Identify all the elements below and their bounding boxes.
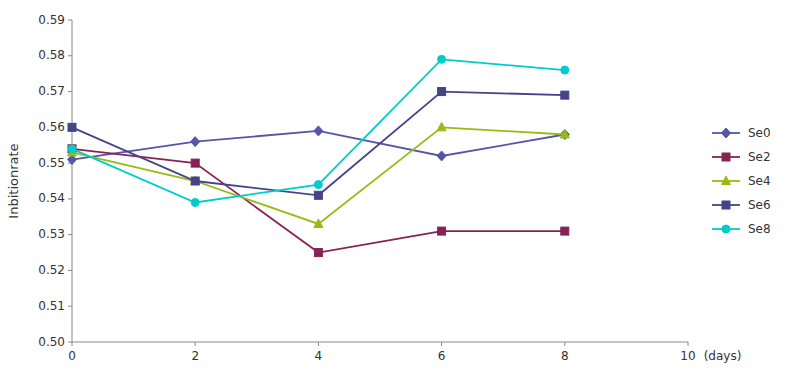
data-point [561,66,569,74]
data-point [314,126,323,136]
legend-marker [722,128,731,138]
series-line [72,92,565,196]
series [68,145,569,257]
data-point [560,129,569,139]
legend-marker [722,153,730,161]
y-tick-label: 0.53 [38,227,65,241]
y-tick-label: 0.51 [38,299,65,313]
chart: 0.50 0.51 0.52 0.53 0.54 0.55 0.56 0.57 0.58 0.59… [0,0,803,388]
x-tick-label: 4 [315,349,323,363]
y-tick-label: 0.57 [38,84,65,98]
y-tick [68,55,72,56]
plot-area [68,55,570,256]
data-point [438,55,446,63]
x-tick [195,342,196,346]
legend-label: Se0 [748,126,771,140]
series [68,122,570,227]
legend-marker [722,201,730,209]
y-tick-label: 0.56 [38,120,65,134]
data-point [561,227,569,235]
series-line [72,59,565,202]
legend-label: Se4 [748,174,771,188]
x-tick-label: 2 [191,349,199,363]
data-point [560,129,569,138]
data-point [561,91,569,99]
x-axis-label: (days) [704,349,742,363]
series-line [72,127,565,224]
data-point [314,181,322,189]
data-point [438,227,446,235]
x-tick-label: 6 [438,349,446,363]
y-axis-line [72,20,73,342]
data-point [191,177,199,185]
y-tick-label: 0.50 [38,335,65,349]
axes: 0.50 0.51 0.52 0.53 0.54 0.55 0.56 0.57 0.58 0.59… [6,13,741,364]
x-tick-label: 8 [561,349,569,363]
y-tick-label: 0.55 [38,156,65,170]
y-tick-label: 0.52 [38,263,65,277]
x-tick [564,342,565,346]
data-point [314,191,322,199]
series-line [72,149,565,253]
legend-label: Se6 [748,198,771,212]
data-point [191,198,199,206]
x-axis-line [72,342,688,343]
data-point [314,249,322,257]
legend-label: Se8 [748,222,771,236]
data-point [438,88,446,96]
y-tick [68,270,72,271]
y-tick [68,306,72,307]
series [68,55,569,206]
data-point [191,137,200,147]
data-point [437,151,446,161]
legend: Se0 Se2 Se4 Se6 Se8 [712,126,771,236]
x-tick [688,342,689,346]
y-axis-label: Inbitionrate [6,143,21,218]
y-tick [68,20,72,21]
legend-marker [722,176,731,185]
x-tick [318,342,319,346]
series [68,88,569,200]
y-tick [68,234,72,235]
legend-label: Se2 [748,150,771,164]
x-tick [441,342,442,346]
data-point [437,122,446,130]
y-tick [68,91,72,92]
x-tick [72,342,73,346]
data-point [68,123,76,131]
y-tick-label: 0.59 [38,13,65,27]
x-tick-label: 10 [680,349,695,363]
data-point [68,145,76,153]
x-tick-label: 0 [68,349,76,363]
legend-marker [722,225,730,233]
y-tick [68,342,72,343]
y-tick [68,198,72,199]
y-tick-label: 0.54 [38,191,65,205]
data-point [314,219,323,228]
y-tick-label: 0.58 [38,48,65,62]
data-point [68,145,76,153]
data-point [191,176,200,185]
data-point [191,159,199,167]
